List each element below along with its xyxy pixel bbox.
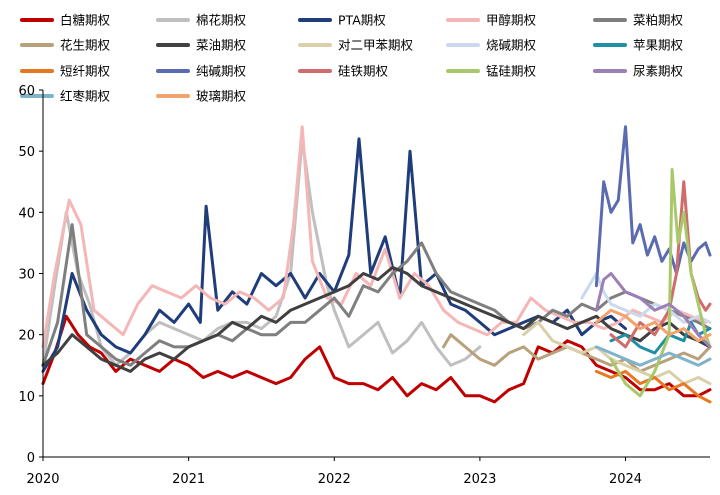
legend-item: 烧碱期权 [446, 38, 537, 53]
series-line [41, 137, 627, 373]
x-tick-label: 2024 [609, 472, 642, 487]
legend-label: 硅铁期权 [338, 64, 389, 79]
legend-label: 甲醇期权 [486, 13, 537, 28]
legend-label: 锰硅期权 [486, 64, 537, 79]
legend-item: 玻璃期权 [156, 89, 247, 104]
x-tick-label: 2020 [26, 472, 59, 487]
legend-item: 对二甲苯期权 [298, 38, 414, 53]
legend-label: 纯碱期权 [196, 64, 247, 79]
legend-item: 短纤期权 [20, 64, 111, 79]
y-tick-label: 40 [18, 206, 35, 221]
y-tick-label: 10 [18, 390, 35, 405]
y-tick-label: 0 [27, 451, 35, 466]
series-line [41, 223, 712, 367]
legend-item: 红枣期权 [20, 89, 111, 104]
series-group [41, 125, 712, 404]
axes: 0 10 20 30 40 50 60 2020 2021 2022 2023 2024 [18, 84, 710, 487]
series-line [594, 272, 712, 349]
legend-item: 菜油期权 [156, 38, 247, 53]
series-line [41, 125, 708, 349]
series-line [522, 320, 712, 386]
legend-item: 纯碱期权 [156, 64, 247, 79]
legend-item: 菜粕期权 [593, 13, 684, 28]
legend-label: 苹果期权 [633, 38, 684, 53]
legend-label: 对二甲苯期权 [338, 38, 414, 53]
legend-label: 短纤期权 [60, 64, 111, 79]
legend-label: 菜油期权 [196, 38, 247, 53]
y-tick-label: 30 [18, 268, 35, 283]
legend-label: 玻璃期权 [196, 89, 247, 104]
legend-label: 菜粕期权 [633, 13, 684, 28]
series-line [41, 137, 482, 367]
x-tick-label: 2022 [318, 472, 351, 487]
series-line [594, 369, 712, 404]
legend-label: 红枣期权 [60, 89, 111, 104]
series-line [609, 168, 712, 398]
legend-label: 白糖期权 [60, 13, 111, 28]
y-tick-label: 50 [18, 145, 35, 160]
legend-item: 锰硅期权 [446, 64, 537, 79]
legend-label: 棉花期权 [196, 13, 247, 28]
legend-item: 苹果期权 [593, 38, 684, 53]
legend-item: 尿素期权 [593, 64, 684, 79]
legend-label: 烧碱期权 [486, 38, 537, 53]
x-tick-label: 2021 [172, 472, 205, 487]
y-tick-label: 20 [18, 329, 35, 344]
legend-item: 花生期权 [20, 38, 111, 53]
legend-item: PTA期权 [298, 13, 386, 28]
y-tick-label: 60 [18, 84, 35, 99]
legend-item: 甲醇期权 [446, 13, 537, 28]
legend-label: 花生期权 [60, 38, 111, 53]
series-line [594, 125, 712, 288]
x-tick-label: 2023 [463, 472, 496, 487]
legend-label: PTA期权 [338, 13, 386, 28]
series-line [609, 180, 712, 349]
series-line [594, 308, 712, 343]
series-line [41, 265, 712, 373]
legend-item: 硅铁期权 [298, 64, 389, 79]
legend-item: 白糖期权 [20, 13, 111, 28]
series-line [594, 345, 712, 367]
series-line [41, 314, 712, 404]
legend-item: 棉花期权 [156, 13, 247, 28]
legend-label: 尿素期权 [633, 64, 684, 79]
